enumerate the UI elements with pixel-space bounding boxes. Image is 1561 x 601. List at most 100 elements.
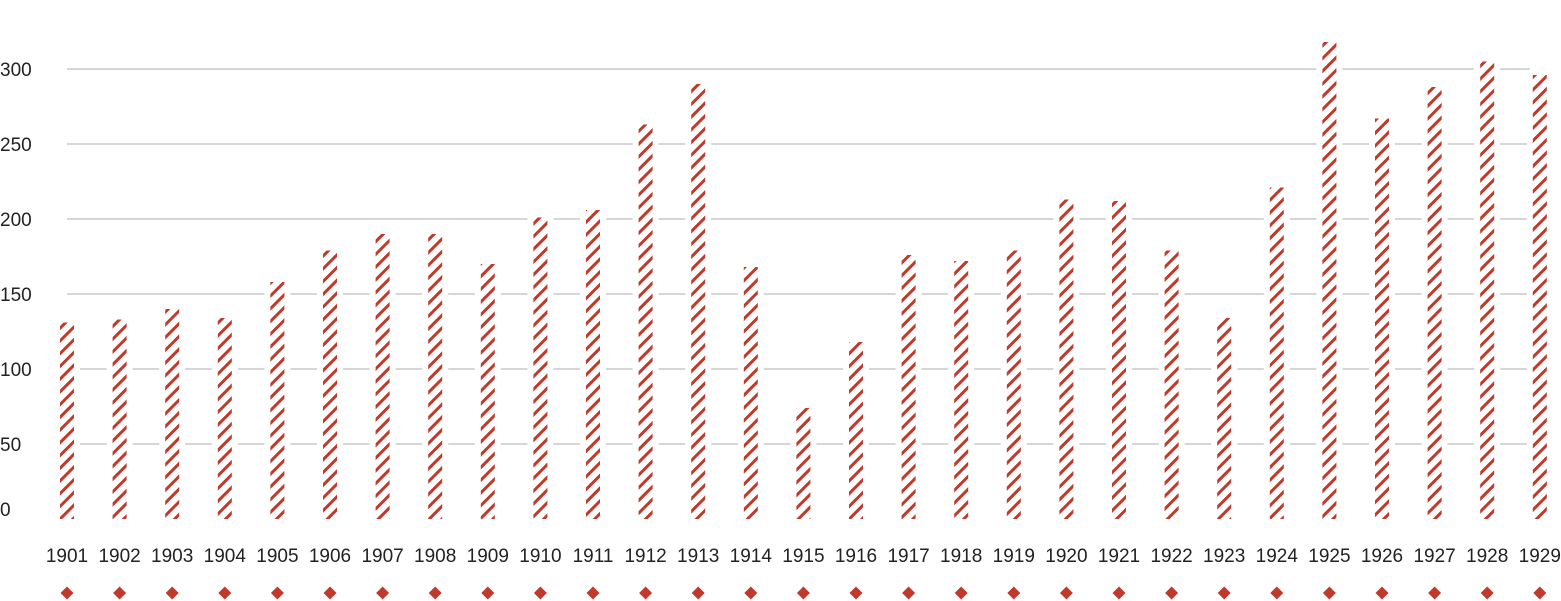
- x-tick-label: 1922: [1150, 546, 1192, 567]
- bar-1915: [796, 408, 811, 519]
- x-tick-label: 1905: [256, 546, 298, 567]
- bar-1921: [1112, 201, 1126, 519]
- diamond-marker-icon: [1533, 586, 1547, 600]
- bar-1929: [1532, 75, 1547, 519]
- diamond-marker-icon: [796, 586, 810, 600]
- y-tick-label: 50: [0, 435, 21, 456]
- diamond-marker-icon: [1428, 586, 1442, 600]
- diamond-marker-icon: [376, 586, 390, 600]
- y-axis-ticks: 0 50 100 150 200 250 300: [0, 60, 32, 521]
- diamond-marker-icon: [270, 586, 284, 600]
- x-tick-label: 1917: [887, 546, 929, 567]
- x-tick-label: 1916: [835, 546, 877, 567]
- x-tick-label: 1920: [1045, 546, 1087, 567]
- x-tick-label: 1901: [46, 546, 88, 567]
- bar-1905: [270, 282, 285, 519]
- x-tick-label: 1902: [98, 546, 140, 567]
- bar-1904: [217, 318, 232, 519]
- y-tick-label: 100: [0, 360, 32, 381]
- category-markers: [60, 586, 1547, 600]
- diamond-marker-icon: [954, 586, 968, 600]
- bar-1922: [1164, 250, 1179, 519]
- bar-1924: [1269, 187, 1284, 519]
- bar-1903: [165, 309, 180, 519]
- y-tick-label: 250: [0, 135, 32, 156]
- bar-1918: [954, 261, 969, 519]
- bar-1901: [60, 322, 74, 519]
- y-tick-label: 150: [0, 285, 32, 306]
- bar-1910: [533, 217, 548, 519]
- diamond-marker-icon: [1112, 586, 1126, 600]
- bar-1902: [112, 319, 127, 519]
- diamond-marker-icon: [1270, 586, 1284, 600]
- bar-1906: [323, 250, 337, 519]
- x-axis-ticks: 1901 1902 1903 1904 1905 1906 1907 1908 1909 1910…: [46, 546, 1561, 567]
- bar-1912: [638, 124, 653, 519]
- x-tick-label: 1928: [1466, 546, 1508, 567]
- diamond-marker-icon: [428, 586, 442, 600]
- diamond-marker-icon: [60, 586, 74, 600]
- x-tick-label: 1914: [730, 546, 773, 567]
- bar-1919: [1006, 250, 1021, 519]
- diamond-marker-icon: [902, 586, 916, 600]
- x-tick-label: 1910: [519, 546, 561, 567]
- bar-1923: [1217, 318, 1232, 519]
- diamond-marker-icon: [1480, 586, 1494, 600]
- diamond-marker-icon: [1322, 586, 1336, 600]
- bar-1907: [375, 234, 390, 519]
- bar-1911: [586, 210, 600, 519]
- diamond-marker-icon: [1007, 586, 1021, 600]
- x-tick-label: 1921: [1098, 546, 1140, 567]
- x-tick-label: 1903: [151, 546, 193, 567]
- bar-1914: [743, 267, 758, 519]
- bar-1926: [1375, 118, 1389, 519]
- bar-1908: [428, 234, 443, 519]
- x-tick-label: 1925: [1308, 546, 1350, 567]
- bar-1909: [480, 264, 495, 519]
- y-tick-label: 0: [0, 500, 11, 521]
- diamond-marker-icon: [849, 586, 863, 600]
- x-tick-label: 1923: [1203, 546, 1245, 567]
- bar-1925: [1322, 42, 1337, 519]
- x-tick-label: 1904: [204, 546, 247, 567]
- bars: [54, 42, 1553, 519]
- diamond-marker-icon: [481, 586, 495, 600]
- x-tick-label: 1927: [1413, 546, 1455, 567]
- diamond-marker-icon: [744, 586, 758, 600]
- diamond-marker-icon: [113, 586, 127, 600]
- x-tick-label: 1907: [361, 546, 403, 567]
- diamond-marker-icon: [1375, 586, 1389, 600]
- diamond-marker-icon: [165, 586, 179, 600]
- x-tick-label: 1912: [624, 546, 666, 567]
- diamond-marker-icon: [218, 586, 232, 600]
- diamond-marker-icon: [639, 586, 653, 600]
- diamond-marker-icon: [323, 586, 337, 600]
- diamond-marker-icon: [586, 586, 600, 600]
- diamond-marker-icon: [533, 586, 547, 600]
- x-tick-label: 1908: [414, 546, 456, 567]
- y-tick-label: 200: [0, 210, 32, 231]
- bar-1916: [849, 342, 863, 519]
- y-tick-label: 300: [0, 60, 32, 81]
- bar-1913: [691, 84, 706, 519]
- x-tick-label: 1909: [467, 546, 509, 567]
- x-tick-label: 1926: [1361, 546, 1403, 567]
- bar-1920: [1059, 199, 1074, 519]
- bar-1917: [901, 255, 916, 519]
- x-tick-label: 1924: [1256, 546, 1299, 567]
- diamond-marker-icon: [691, 586, 705, 600]
- x-tick-label: 1906: [309, 546, 351, 567]
- bar-1927: [1427, 87, 1442, 519]
- x-tick-label: 1913: [677, 546, 719, 567]
- x-tick-label: 1911: [573, 546, 614, 567]
- diamond-marker-icon: [1217, 586, 1231, 600]
- x-tick-label: 1918: [940, 546, 982, 567]
- bar-1928: [1480, 61, 1495, 519]
- x-tick-label: 1919: [993, 546, 1035, 567]
- x-tick-label: 1915: [782, 546, 824, 567]
- diamond-marker-icon: [1059, 586, 1073, 600]
- x-tick-label: 1929: [1519, 546, 1561, 567]
- diamond-marker-icon: [1165, 586, 1179, 600]
